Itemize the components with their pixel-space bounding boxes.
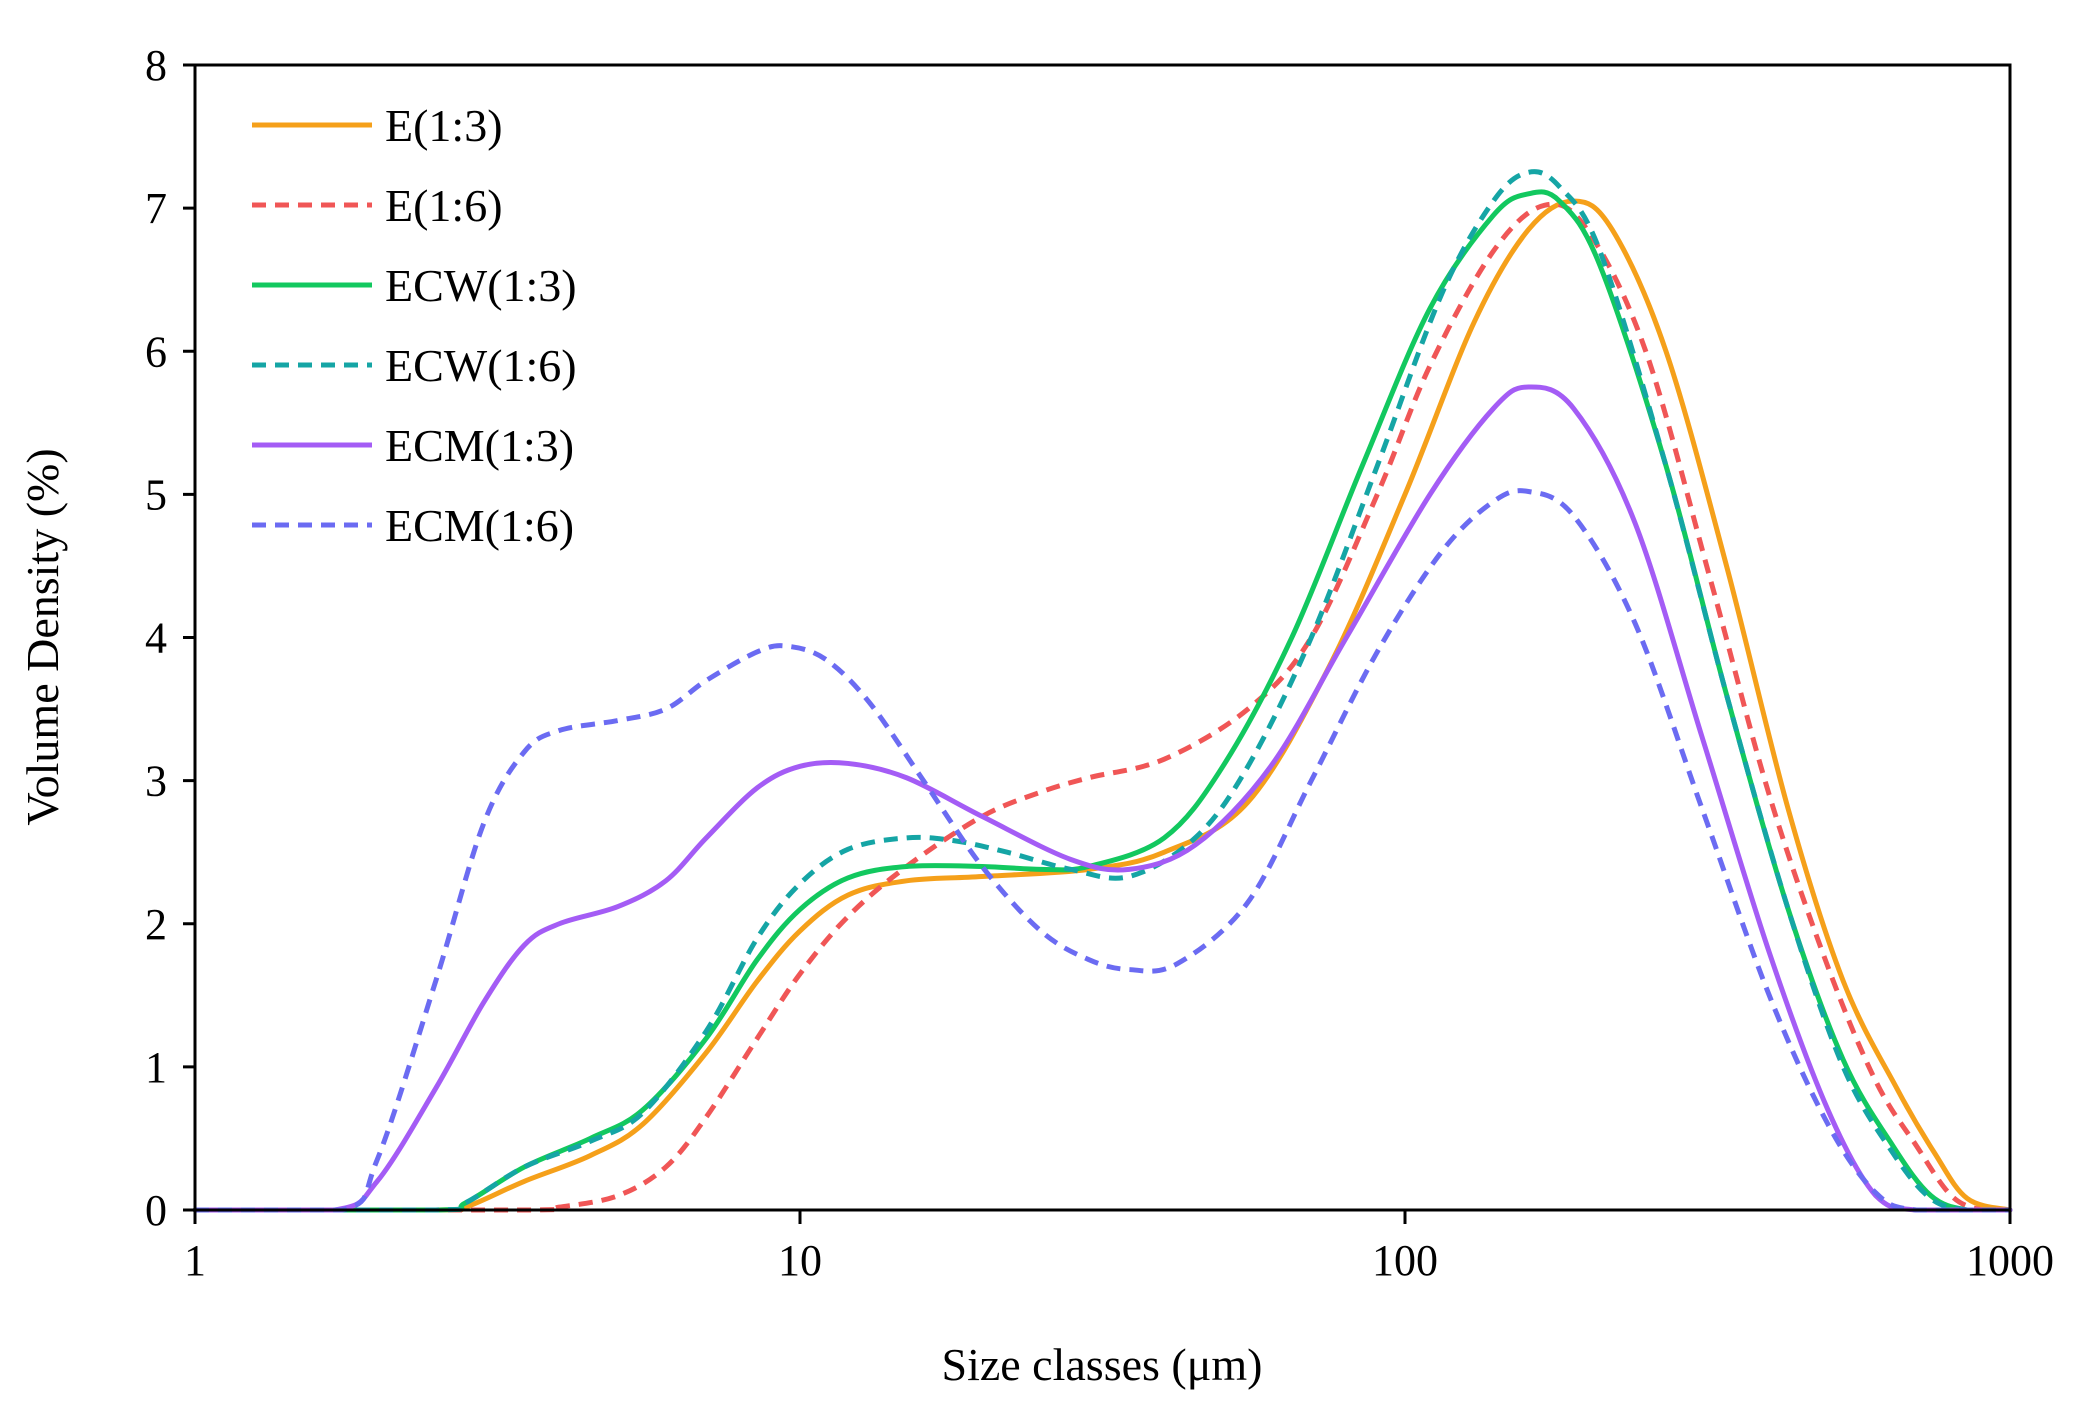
legend: E(1:3) E(1:6) ECW(1:3) ECW(1:6) ECM(1:3) ECM(… — [252, 100, 577, 551]
x-tick-label: 1 — [184, 1236, 206, 1285]
y-tick-label: 1 — [145, 1043, 167, 1092]
y-tick-label: 4 — [145, 614, 167, 663]
legend-label-e-1-6: E(1:6) — [385, 180, 503, 231]
y-tick-label: 5 — [145, 470, 167, 519]
legend-label-ecm-1-6: ECM(1:6) — [385, 500, 574, 551]
series-line-ecw-1-6 — [195, 169, 2011, 1213]
y-axis-title: Volume Density (%) — [17, 448, 68, 825]
x-tick-label: 100 — [1372, 1236, 1438, 1285]
series-line-ecm-1-3 — [192, 384, 2013, 1213]
y-tick-label: 2 — [145, 900, 167, 949]
y-tick-label: 8 — [145, 41, 167, 90]
x-tick-label: 1000 — [1966, 1236, 2054, 1285]
x-axis-title: Size classes (μm) — [941, 1339, 1262, 1390]
series-line-e-1-6 — [195, 201, 2011, 1213]
y-axis: 0 1 2 3 4 5 6 7 8 — [145, 41, 195, 1235]
y-tick-label: 0 — [145, 1186, 167, 1235]
series-line-ecm-1-6 — [195, 488, 2011, 1213]
x-tick-label: 10 — [778, 1236, 822, 1285]
legend-label-e-1-3: E(1:3) — [385, 100, 503, 151]
legend-label-ecm-1-3: ECM(1:3) — [385, 420, 574, 471]
y-tick-label: 7 — [145, 184, 167, 233]
legend-label-ecw-1-6: ECW(1:6) — [385, 340, 577, 391]
series-layer — [192, 169, 2013, 1213]
y-tick-label: 6 — [145, 327, 167, 376]
x-axis: 1 10 100 1000 — [184, 1210, 2054, 1285]
legend-label-ecw-1-3: ECW(1:3) — [385, 260, 577, 311]
y-tick-label: 3 — [145, 757, 167, 806]
